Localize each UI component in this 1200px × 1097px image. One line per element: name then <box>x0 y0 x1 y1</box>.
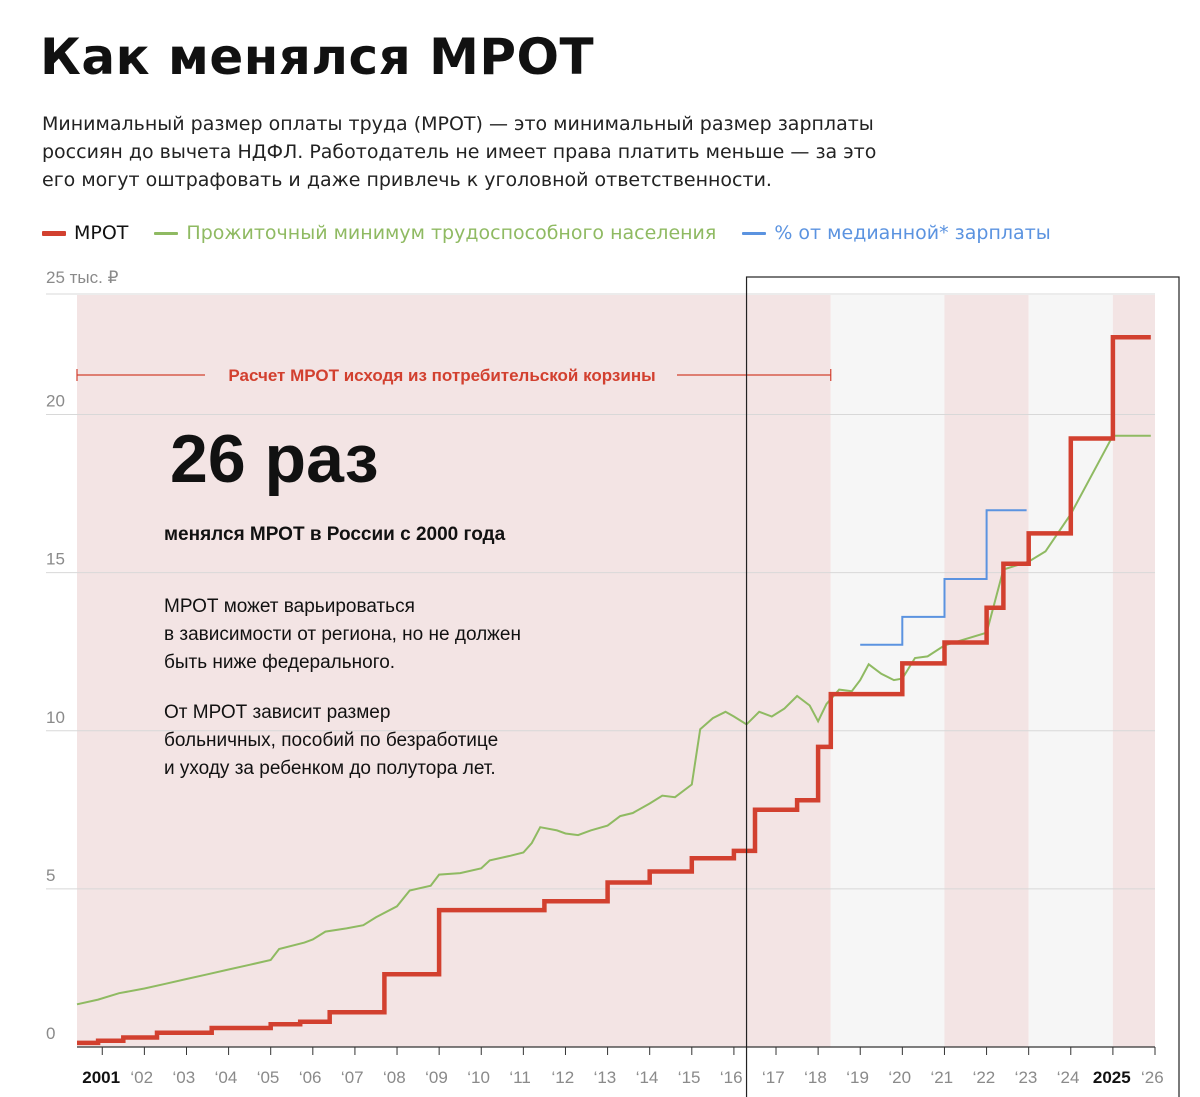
x-tick-label: ‘11 <box>509 1068 530 1087</box>
note-line: От МРОТ зависит размер <box>164 702 390 723</box>
y-tick-label: 10 <box>46 708 65 727</box>
series-line-median <box>860 509 1027 646</box>
lead-line: россиян до вычета НДФЛ. Работодатель не … <box>42 141 877 163</box>
x-tick-label: 2025 <box>1093 1068 1131 1087</box>
x-tick-label: ‘04 <box>215 1068 238 1087</box>
series-line-mrot <box>77 335 1151 1046</box>
y-unit-label: 25 тыс. ₽ <box>46 268 119 287</box>
x-tick-label: ‘14 <box>636 1068 659 1087</box>
note-line: быть ниже федерального. <box>164 652 395 673</box>
chart-band <box>1028 295 1113 1047</box>
legend-item-subsistence: Прожиточный минимум трудоспособного насе… <box>154 222 716 244</box>
x-tick-label: ‘03 <box>172 1068 195 1087</box>
y-tick-label: 15 <box>46 550 65 569</box>
big-number: 26 раз <box>170 421 379 497</box>
legend-item-median: % от медианной* зарплаты <box>742 222 1051 244</box>
x-tick-label: ‘02 <box>130 1068 153 1087</box>
y-tick-label: 5 <box>46 866 55 885</box>
lead-line: Минимальный размер оплаты труда (МРОТ) —… <box>42 113 874 135</box>
legend-label-subsistence: Прожиточный минимум трудоспособного насе… <box>186 222 717 244</box>
chart-band <box>944 295 1029 1047</box>
lead-line: его могут оштрафовать и даже привлечь к … <box>42 169 772 191</box>
x-tick-label: ‘09 <box>425 1068 448 1087</box>
x-tick-label: ‘22 <box>973 1068 996 1087</box>
x-tick-label: 2001 <box>82 1068 120 1087</box>
x-tick-label: ‘15 <box>678 1068 701 1087</box>
x-tick-label: ‘16 <box>720 1068 743 1087</box>
chart-legend: МРОТ Прожиточный минимум трудоспособного… <box>42 220 1077 246</box>
x-tick-label: ‘17 <box>762 1068 785 1087</box>
x-tick-label: ‘12 <box>551 1068 574 1087</box>
x-tick-label: ‘06 <box>299 1068 322 1087</box>
x-tick-label: ‘26 <box>1141 1068 1164 1087</box>
big-number-caption: менялся МРОТ в России с 2000 года <box>164 524 506 545</box>
chart-band <box>77 295 831 1047</box>
y-tick-label: 0 <box>46 1024 55 1043</box>
legend-swatch-median <box>742 231 767 235</box>
basket-label: Расчет МРОТ исходя из потребительской ко… <box>228 366 655 385</box>
legend-label-median: % от медианной* зарплаты <box>774 222 1051 244</box>
series-line-subsistence <box>76 434 1151 1006</box>
legend-swatch-subsistence <box>154 231 179 235</box>
note-line: больничных, пособий по безработице <box>164 730 498 751</box>
x-tick-label: ‘20 <box>888 1068 911 1087</box>
note-line: и уходу за ребенком до полутора лет. <box>164 758 496 779</box>
legend-label-mrot: МРОТ <box>74 222 129 244</box>
x-tick-label: ‘19 <box>846 1068 869 1087</box>
chart-band <box>1112 295 1155 1047</box>
x-tick-label: ‘23 <box>1015 1068 1038 1087</box>
lead-paragraph: Минимальный размер оплаты труда (МРОТ) —… <box>42 110 892 194</box>
legend-swatch-mrot <box>42 230 66 236</box>
chart-band <box>830 295 945 1047</box>
x-tick-label: ‘05 <box>257 1068 280 1087</box>
x-tick-label: ‘08 <box>383 1068 406 1087</box>
x-tick-label: ‘24 <box>1057 1068 1080 1087</box>
x-tick-label: ‘07 <box>341 1068 364 1087</box>
note-line: МРОТ может варьироваться <box>164 596 415 617</box>
x-tick-label: ‘10 <box>467 1068 490 1087</box>
page-title: Как менялся МРОТ <box>40 28 595 86</box>
note-line: в зависимости от региона, но не должен <box>164 624 521 645</box>
legend-item-mrot: МРОТ <box>42 222 128 244</box>
x-tick-label: ‘13 <box>594 1068 617 1087</box>
y-tick-label: 20 <box>46 392 65 411</box>
x-tick-label: ‘18 <box>804 1068 827 1087</box>
highlight-box <box>745 276 1180 1097</box>
x-tick-label: ‘21 <box>930 1068 953 1087</box>
